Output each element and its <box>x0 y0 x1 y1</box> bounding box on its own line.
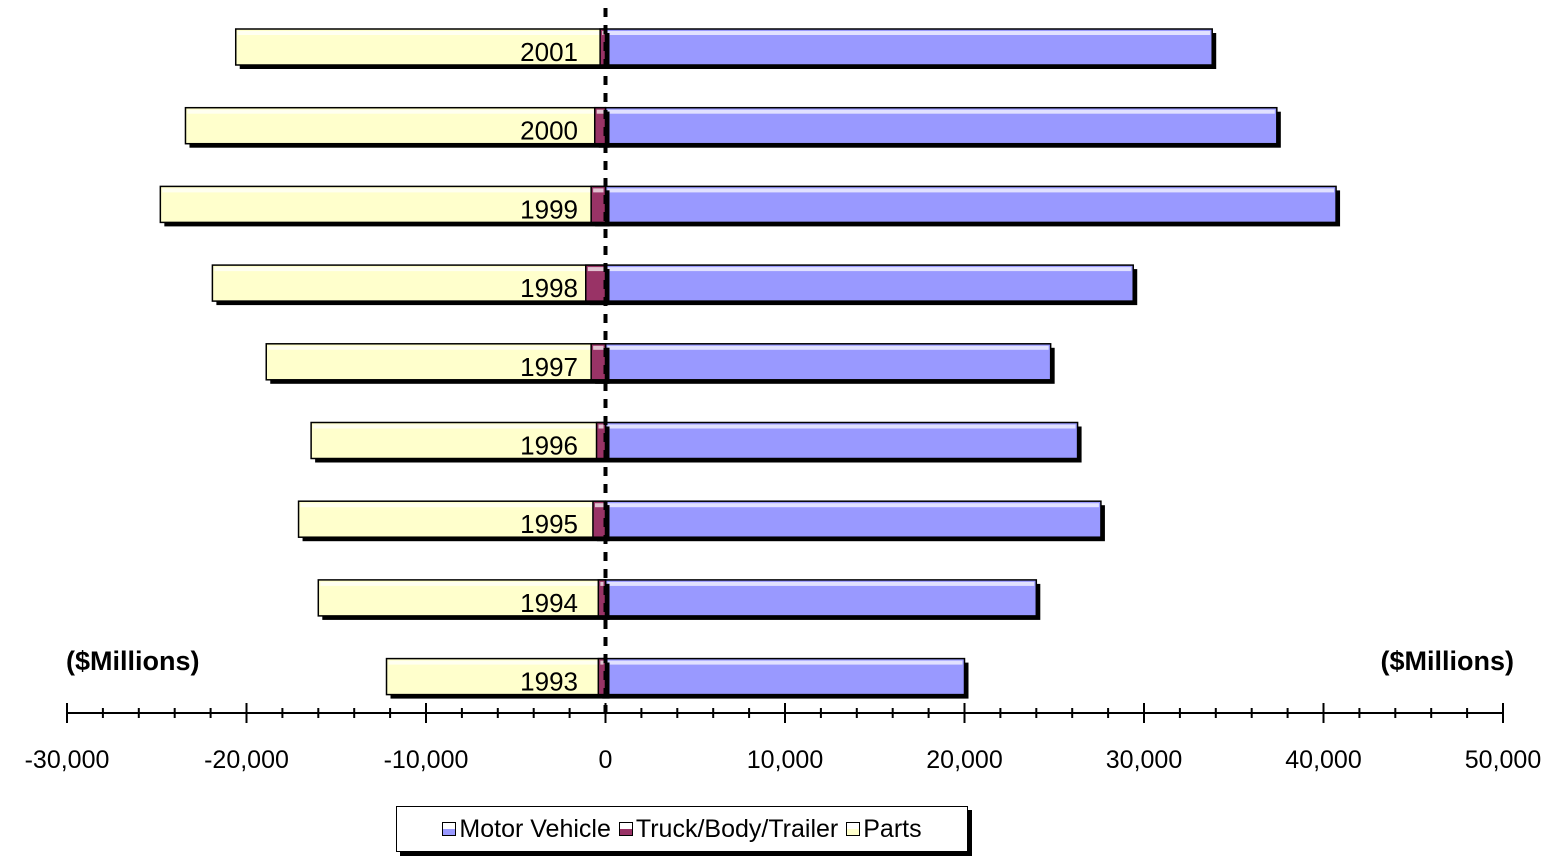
bar-truck-1998-highlight <box>587 267 604 272</box>
bar-truck-1995-highlight <box>594 503 604 508</box>
bar-motor-vehicle-1994-highlight <box>607 581 1035 586</box>
bar-truck-1996-highlight <box>598 424 604 429</box>
bar-truck-1994-highlight <box>600 581 604 586</box>
x-tick-label: -20,000 <box>204 746 289 774</box>
bar-parts-2000-highlight <box>187 109 604 114</box>
x-tick-label: 20,000 <box>926 746 1002 774</box>
x-tick-label: 40,000 <box>1285 746 1361 774</box>
bar-motor-vehicle-1997-highlight <box>607 345 1049 350</box>
bar-truck-2001-highlight <box>602 31 604 35</box>
bar-parts-1996-highlight <box>313 424 604 429</box>
legend-label-truck-body-trailer: Truck/Body/Trailer <box>635 814 839 843</box>
year-label-2000: 2000 <box>520 116 578 146</box>
legend-swatch-motor-vehicle <box>442 822 457 836</box>
legend-label-parts: Parts <box>863 814 922 843</box>
year-label-1999: 1999 <box>520 194 578 224</box>
legend-swatch-truck-body-trailer <box>618 822 633 836</box>
x-tick-label: -10,000 <box>384 746 469 774</box>
chart-area: 1993 1994 1995 1996 1997 1998 1999 2000 2001 -30,… <box>25 8 1541 774</box>
year-label-1994: 1994 <box>520 588 578 618</box>
bar-parts-1994-highlight <box>320 581 604 586</box>
bar-truck-1993-highlight <box>600 660 604 665</box>
bar-motor-vehicle-1998-highlight <box>607 267 1132 272</box>
bar-truck-1997 <box>590 343 607 381</box>
bar-parts-1993-highlight <box>388 660 604 665</box>
legend-item-motor-vehicle: Motor Vehicle <box>442 814 611 844</box>
year-label-2001: 2001 <box>520 37 578 67</box>
legend-item-parts: Parts <box>846 814 922 844</box>
bar-truck-2000-highlight <box>596 109 604 114</box>
bar-motor-vehicle-2001-highlight <box>607 31 1211 35</box>
x-tick-label: -30,000 <box>25 746 110 774</box>
bar-parts-1995-highlight <box>300 503 604 508</box>
x-tick-label: 0 <box>599 746 613 774</box>
bar-truck-1997-highlight <box>593 345 604 350</box>
bar-motor-vehicle-1995-highlight <box>607 503 1099 508</box>
legend: Motor Vehicle Truck/Body/Trailer Parts <box>396 806 968 852</box>
bar-motor-vehicle-1996-highlight <box>607 424 1076 429</box>
year-label-1993: 1993 <box>520 667 578 697</box>
x-tick-label: 50,000 <box>1465 746 1541 774</box>
bar-truck-2000 <box>593 106 607 145</box>
bar-parts-1998-highlight <box>214 267 604 272</box>
legend-label-motor-vehicle: Motor Vehicle <box>459 814 611 843</box>
bar-truck-1999 <box>590 185 607 224</box>
bar-parts-1997-highlight <box>268 345 604 350</box>
bar-truck-1999-highlight <box>593 188 604 193</box>
legend-item-truck-body-trailer: Truck/Body/Trailer <box>618 814 839 844</box>
x-tick-label: 10,000 <box>747 746 823 774</box>
bar-motor-vehicle-1993-highlight <box>607 660 963 665</box>
year-label-1997: 1997 <box>520 352 578 382</box>
unit-label-right: ($Millions) <box>1380 646 1515 676</box>
bar-truck-1994 <box>597 579 607 617</box>
year-label-1995: 1995 <box>520 509 578 539</box>
legend-swatch-parts <box>846 822 861 836</box>
bar-parts-1999-highlight <box>162 188 604 193</box>
year-label-1996: 1996 <box>520 431 578 461</box>
bar-motor-vehicle-1999-highlight <box>607 188 1335 193</box>
year-label-1998: 1998 <box>520 273 578 303</box>
bar-motor-vehicle-2000-highlight <box>607 109 1275 114</box>
bar-parts-2001-highlight <box>237 31 604 35</box>
x-tick-label: 30,000 <box>1106 746 1182 774</box>
unit-label-left: ($Millions) <box>66 646 200 676</box>
bar-truck-2001-shadow <box>604 33 610 69</box>
